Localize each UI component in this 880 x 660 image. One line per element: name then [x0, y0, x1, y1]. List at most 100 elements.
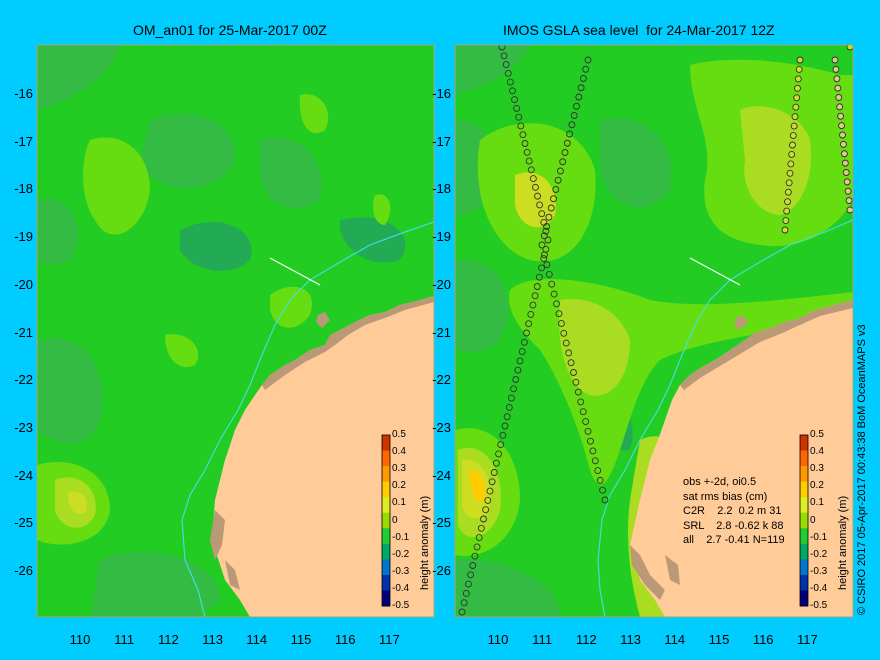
left-colorbar-tick: 0	[392, 514, 398, 526]
colorbar-swatch	[800, 466, 808, 483]
stats-line2: sat rms bias (cm)	[683, 490, 768, 503]
track-marker	[795, 65, 803, 73]
track-marker	[512, 376, 520, 383]
track-marker	[473, 543, 481, 551]
track-marker	[577, 84, 585, 92]
track-marker	[484, 496, 492, 504]
left-colorbar	[381, 434, 391, 607]
track-marker	[846, 206, 853, 214]
track-marker	[839, 140, 847, 148]
track-marker	[521, 140, 529, 147]
right-colorbar-tick: 0.5	[810, 429, 824, 440]
left-lat-label: -25	[14, 515, 33, 531]
track-marker	[557, 320, 565, 327]
left-map-frame	[36, 44, 435, 618]
track-marker	[787, 160, 795, 168]
right-lon-label: 113	[620, 632, 641, 647]
left-lat-label: -20	[14, 276, 33, 292]
track-marker	[523, 148, 531, 156]
right-colorbar	[799, 434, 809, 607]
colorbar-swatch	[382, 543, 390, 560]
track-marker	[475, 534, 483, 542]
track-marker	[784, 188, 792, 196]
track-marker	[529, 175, 537, 183]
colorbar-swatch	[382, 590, 390, 607]
colorbar-swatch	[800, 435, 808, 452]
right-lat-label: -22	[432, 372, 451, 388]
track-marker	[531, 292, 539, 300]
track-marker	[527, 310, 535, 318]
track-marker	[599, 486, 607, 494]
colorbar-swatch	[800, 543, 808, 560]
colorbar-swatch	[800, 481, 808, 498]
right-lat-label: -26	[432, 563, 451, 578]
track-marker	[782, 217, 790, 225]
track-marker	[518, 348, 526, 356]
track-marker	[842, 169, 850, 176]
track-marker	[573, 102, 580, 110]
track-marker	[582, 418, 590, 425]
track-marker	[793, 94, 801, 102]
track-marker	[488, 478, 496, 486]
track-marker	[789, 132, 797, 140]
track-marker	[502, 61, 510, 68]
track-marker	[509, 87, 516, 95]
track-marker	[545, 270, 553, 278]
left-colorbar-tick: 0.5	[392, 429, 406, 440]
track-marker	[469, 562, 477, 569]
track-marker	[516, 357, 524, 365]
left-colorbar-tick: 0.2	[392, 480, 406, 492]
track-marker	[559, 158, 567, 166]
track-marker	[543, 261, 551, 269]
left-lat-label: -23	[14, 419, 33, 435]
track-marker	[568, 121, 576, 129]
right-colorbar-tick: 0.3	[810, 463, 824, 475]
track-marker	[786, 169, 794, 177]
left-lon-label: 111	[114, 632, 135, 647]
track-marker	[514, 366, 522, 374]
track-marker	[789, 141, 796, 149]
track-marker	[841, 159, 849, 167]
right-lat-label: -25	[432, 515, 451, 531]
right-colorbar-tick: 0	[810, 514, 816, 526]
track-marker	[550, 195, 557, 203]
right-lat-label: -19	[432, 229, 451, 245]
track-marker	[589, 447, 597, 455]
left-darker-patch	[140, 113, 235, 189]
left-lon-label: 115	[290, 632, 312, 647]
track-marker	[517, 122, 525, 130]
right-lon-label: 116	[752, 632, 774, 647]
right-lon-label: 117	[797, 632, 818, 647]
colorbar-swatch	[382, 528, 390, 545]
track-marker	[542, 227, 550, 235]
track-marker	[833, 75, 841, 83]
right-colorbar-tick: 0.1	[810, 497, 824, 509]
stats-row-c2r: C2R 2.2 0.2 m 31	[683, 505, 782, 517]
stats-row-srl: SRL 2.8 -0.62 k 88	[683, 519, 784, 532]
track-marker	[492, 459, 500, 467]
track-marker	[790, 122, 798, 130]
track-marker	[555, 310, 563, 318]
left-lon-label: 116	[334, 632, 356, 647]
track-marker	[520, 338, 528, 346]
track-marker	[579, 75, 587, 82]
right-lon-label: 114	[664, 632, 686, 647]
track-marker	[570, 369, 577, 376]
left-colorbar-tick: 0.4	[392, 446, 406, 458]
track-marker	[794, 75, 802, 83]
track-marker	[462, 589, 470, 597]
track-marker	[565, 349, 573, 357]
right-colorbar-tick: -0.1	[810, 531, 828, 543]
left-colorbar-tick: -0.5	[392, 600, 410, 611]
left-colorbar-tick: 0.1	[392, 497, 406, 509]
track-marker	[467, 571, 475, 579]
track-marker	[791, 113, 799, 121]
colorbar-swatch	[382, 574, 390, 591]
right-lon-label: 115	[708, 632, 730, 647]
colorbar-swatch	[800, 512, 808, 529]
track-marker	[525, 157, 533, 165]
track-marker	[584, 427, 592, 435]
track-marker	[527, 166, 535, 174]
track-marker	[458, 608, 466, 616]
